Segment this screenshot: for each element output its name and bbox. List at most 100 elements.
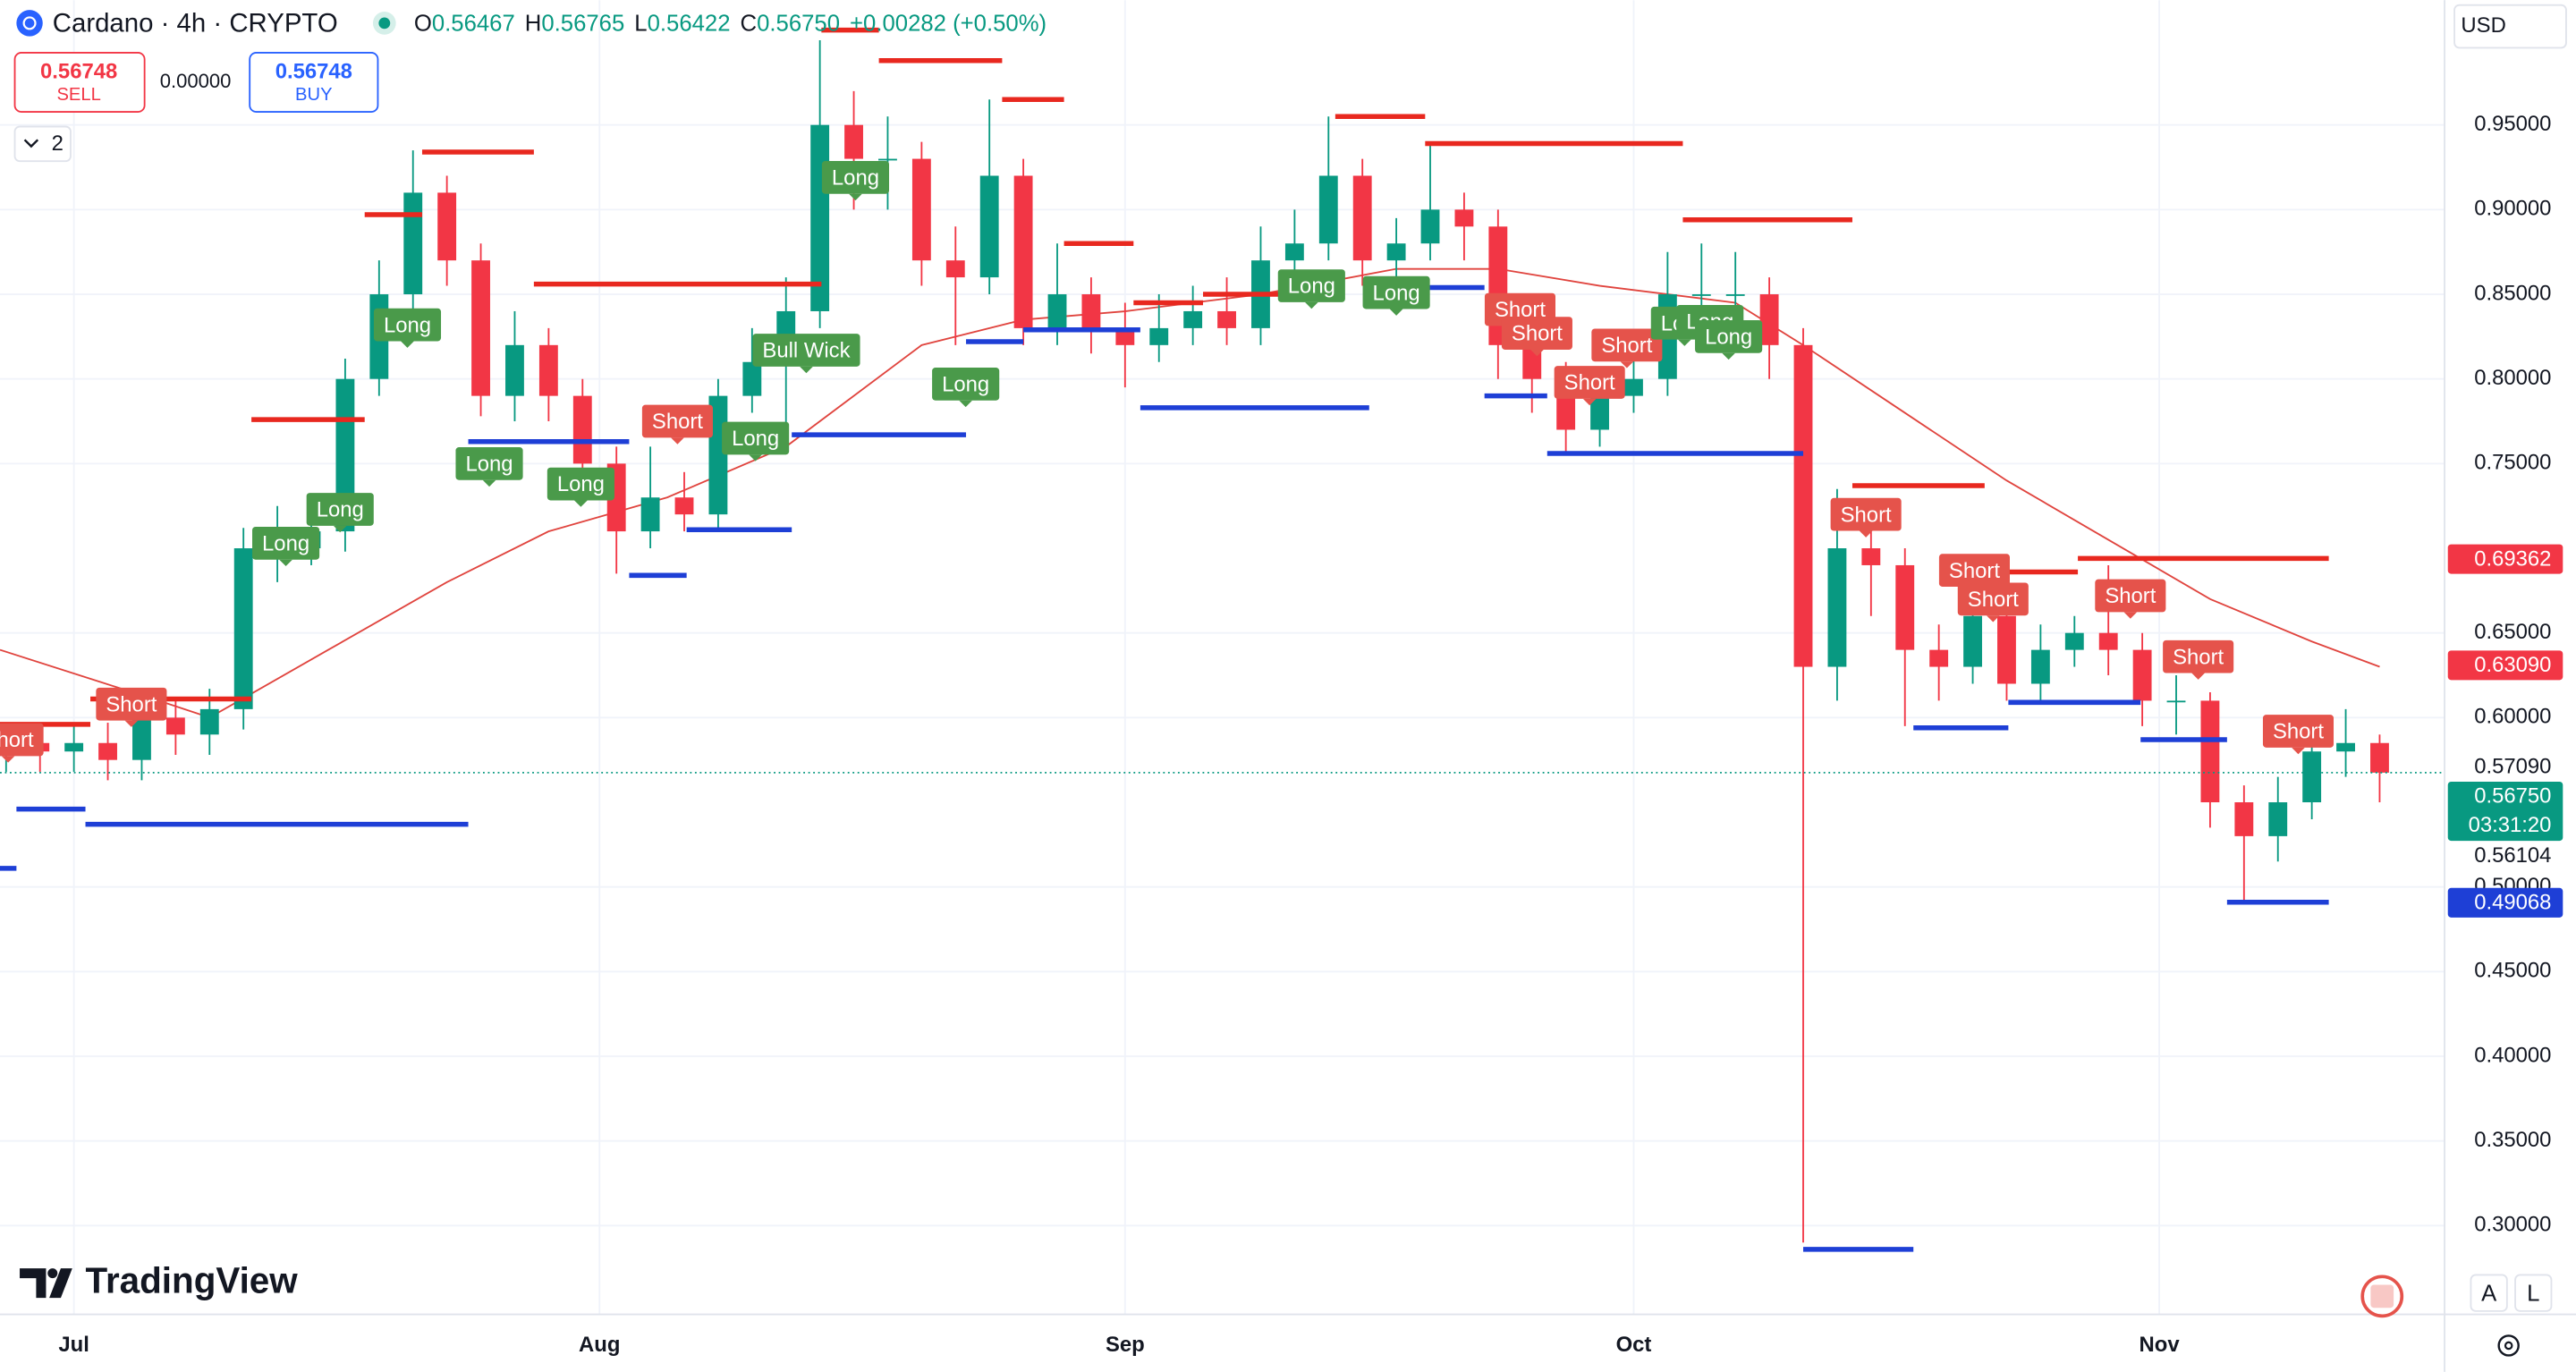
signal-pointer [1620, 361, 1634, 368]
signal-text: Bull Wick [762, 339, 850, 363]
price-tag-label: 0.56750 [2474, 784, 2551, 809]
symbol-logo[interactable] [16, 10, 43, 37]
candle-body [1454, 209, 1474, 227]
signal-box [932, 368, 1000, 401]
candle-body [2234, 802, 2254, 836]
signal-label: Long [373, 308, 442, 348]
buy-button[interactable] [249, 52, 379, 113]
signal-text: Short [2273, 720, 2324, 744]
signal-label: Long [932, 368, 1000, 408]
signal-label: Long [547, 467, 614, 507]
candle-body [538, 344, 558, 396]
brand-logo-dot [47, 1268, 58, 1279]
signal-label: Long [1362, 275, 1430, 316]
signal-box [1277, 269, 1345, 302]
candle-body [403, 192, 423, 295]
signal-pointer [671, 437, 684, 445]
candle-body [437, 192, 457, 261]
candle-body [1725, 294, 1745, 296]
signal-text: Long [1373, 281, 1420, 305]
signal-box [547, 467, 614, 501]
signal-pointer [124, 720, 139, 727]
signal-pointer [2191, 673, 2205, 680]
currency: USD [2461, 13, 2505, 38]
signal-box [96, 687, 167, 721]
indicators-toggle[interactable] [13, 125, 72, 163]
candle-body [640, 497, 660, 532]
candle-body [165, 717, 185, 735]
signal-box [1695, 319, 1763, 353]
signal-label: Short [1591, 328, 1663, 368]
candle-body [2370, 742, 2389, 773]
signal-label: Long [455, 446, 523, 487]
price-tag-label: 0.63090 [2474, 653, 2551, 677]
value: 0.56750 [757, 12, 840, 37]
candle-body [1793, 344, 1813, 667]
value: 0.56765 [541, 12, 624, 37]
y-tick-label: 0.65000 [2474, 620, 2551, 644]
signal-text: Short [1512, 322, 1563, 346]
candle-body [1590, 395, 1609, 430]
signal-text: Short [2173, 645, 2224, 669]
settings-icon[interactable] [2497, 1334, 2520, 1357]
price-tag-countdown: 03:31:20 [2469, 813, 2552, 837]
signal-text: Long [832, 166, 879, 191]
candle-body [471, 260, 490, 396]
candle-body [1183, 310, 1203, 328]
y-tick-label: 0.75000 [2474, 451, 2551, 475]
signal-box [821, 161, 890, 194]
signal-pointer [959, 400, 972, 408]
price-tag [2447, 650, 2563, 681]
candle-body [2336, 742, 2355, 752]
signal-text: Short [1564, 371, 1615, 395]
price-tag-label: 0.49068 [2474, 891, 2551, 915]
signal-pointer [1582, 398, 1597, 406]
signal-label: Long [252, 526, 320, 567]
signal-label: Short [2095, 579, 2166, 619]
settings-icon-center [2504, 1341, 2513, 1351]
signal-box [1554, 366, 1625, 399]
label: O [414, 12, 432, 37]
signal-pointer [574, 500, 588, 507]
signal-pointer [1722, 352, 1735, 360]
ohlc-legend: O0.56467 H0.56765 L0.56422 C0.56750 +0.00282… [414, 12, 1046, 37]
price-tag-label: 0.57090 [2474, 755, 2551, 779]
log-scale-button[interactable] [2514, 1274, 2553, 1312]
signal-box [722, 421, 790, 455]
sell-price: 0.56748 [40, 59, 117, 83]
auto-scale-button[interactable] [2470, 1274, 2508, 1312]
signal-pointer [401, 341, 414, 348]
y-tick-label: 0.80000 [2474, 366, 2551, 390]
signal-text: Short [0, 728, 34, 752]
price-tag [2447, 544, 2563, 574]
buy-label: BUY [295, 85, 333, 105]
y-tick-label: 0.95000 [2474, 112, 2551, 136]
signal-label: Long [722, 421, 790, 462]
signal-box [1957, 582, 2029, 616]
candle-body [1827, 548, 1847, 667]
signal-pointer [800, 366, 813, 374]
candle-body [1861, 548, 1881, 565]
auto-scale-label: A [2481, 1281, 2497, 1306]
symbol-title[interactable]: Cardano · 4h · CRYPTO [53, 8, 338, 38]
y-tick-label: 0.30000 [2474, 1213, 2551, 1237]
signal-pointer [1304, 301, 1318, 309]
spread: 0.00000 [160, 70, 232, 92]
y-tick-label: 0.85000 [2474, 281, 2551, 305]
signal-pointer [279, 559, 292, 567]
signal-pointer [749, 454, 762, 462]
candle-body [2268, 802, 2288, 836]
sell-button[interactable] [13, 52, 146, 113]
signal-label: Long [306, 493, 374, 533]
candle-body [1895, 564, 1915, 650]
signal-text: Long [262, 531, 309, 555]
candle-body [1115, 327, 1135, 345]
candle-body [674, 497, 694, 515]
value: 0.56422 [648, 12, 731, 37]
change: +0.00282 (+0.50%) [850, 12, 1046, 37]
symbol-logo-mark [22, 16, 37, 30]
sell-label: SELL [56, 85, 100, 105]
currency-select[interactable] [2453, 4, 2567, 49]
signal-label: Short [1501, 317, 1572, 357]
candle-body [1759, 294, 1779, 345]
